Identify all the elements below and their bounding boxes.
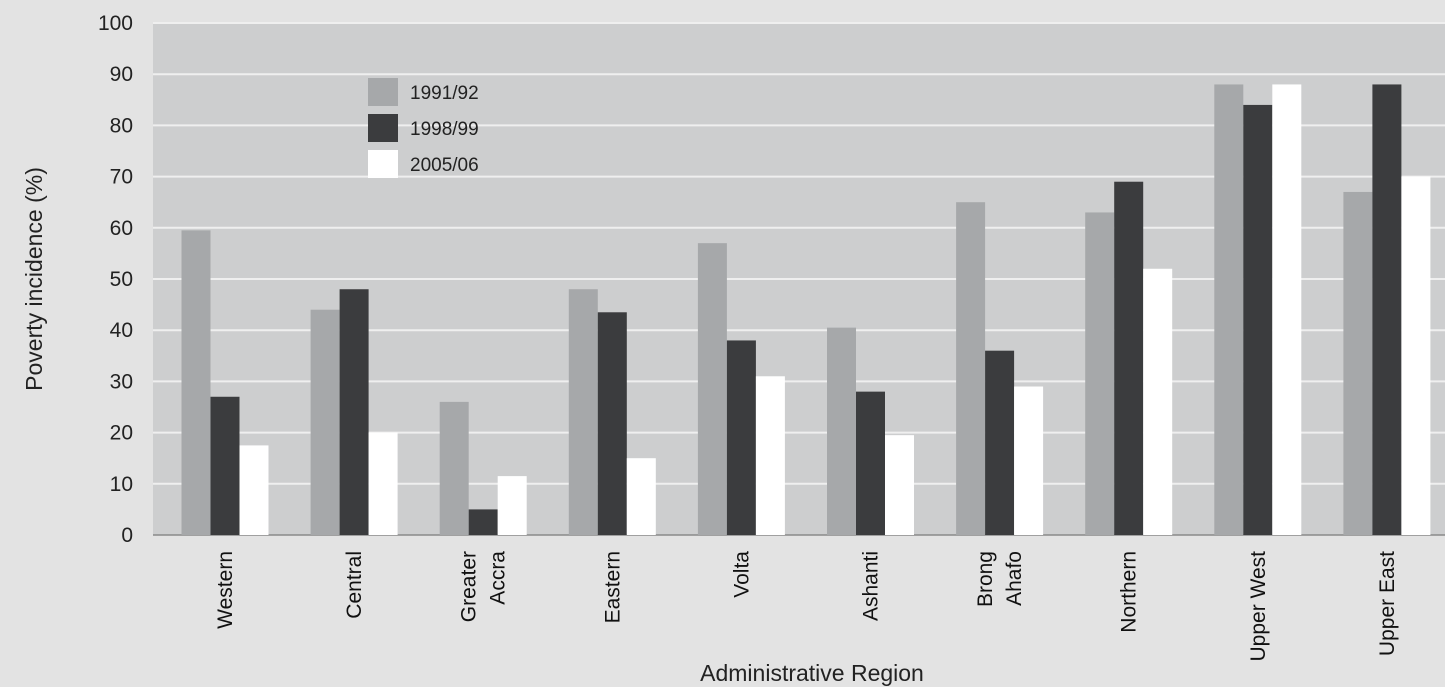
bar	[827, 327, 856, 535]
y-tick-label: 10	[110, 473, 133, 496]
bar	[626, 458, 656, 535]
bar	[181, 230, 211, 536]
bar	[726, 340, 756, 535]
bar	[368, 432, 398, 535]
category-label: Accra	[487, 551, 510, 605]
bar	[310, 309, 340, 535]
bar	[1214, 84, 1244, 535]
category-label: Ahafo	[1003, 551, 1026, 606]
legend-swatch	[368, 114, 398, 142]
y-tick-label: 90	[110, 63, 133, 86]
bar	[1085, 212, 1115, 535]
legend-label: 1998/99	[410, 119, 479, 140]
bar	[468, 509, 498, 535]
bar	[1114, 181, 1144, 535]
category-label: Brong	[974, 551, 997, 607]
bar	[497, 476, 527, 535]
y-tick-label: 20	[110, 422, 133, 445]
category-label: Greater	[458, 551, 481, 622]
bar	[697, 243, 727, 535]
bar	[1372, 84, 1402, 535]
x-axis-title: Administrative Region	[700, 660, 924, 686]
legend-swatch	[368, 78, 398, 106]
bar	[956, 202, 986, 535]
category-label: Western	[214, 551, 237, 629]
bars	[181, 84, 1431, 536]
bar	[856, 391, 885, 535]
category-label: Ashanti	[860, 551, 883, 621]
bar	[1143, 268, 1173, 535]
y-tick-label: 60	[110, 217, 133, 240]
y-axis-title: Poverty incidence (%)	[21, 167, 47, 391]
bar	[210, 396, 240, 535]
y-tick-label: 0	[121, 524, 133, 547]
bar	[1272, 84, 1302, 535]
legend: 1991/92 1998/99 2005/06	[368, 78, 479, 178]
y-tick-label: 40	[110, 319, 133, 342]
legend-label: 2005/06	[410, 155, 479, 176]
legend-swatch	[368, 150, 398, 178]
category-label: Volta	[730, 551, 753, 598]
bar	[239, 445, 269, 535]
bar	[597, 312, 627, 535]
category-label: Upper East	[1376, 551, 1399, 656]
y-tick-labels: 0 10 20 30 40 50 60 70 80 90 100	[98, 12, 133, 547]
y-tick-label: 50	[110, 268, 133, 291]
category-label: Central	[343, 551, 366, 619]
category-label: Upper West	[1247, 551, 1270, 662]
category-labels: Western Central Greater Accra Eastern Volta As…	[214, 551, 1399, 662]
bar	[1401, 176, 1431, 535]
y-tick-label: 80	[110, 114, 133, 137]
bar	[885, 435, 914, 535]
bar	[439, 401, 469, 535]
y-tick-label: 100	[98, 12, 133, 35]
category-label: Northern	[1118, 551, 1141, 633]
bar	[1014, 386, 1044, 535]
bar	[339, 289, 369, 535]
bar	[755, 376, 785, 535]
y-tick-label: 30	[110, 370, 133, 393]
category-label: Eastern	[601, 551, 624, 623]
bar	[568, 289, 598, 535]
bar	[1243, 104, 1273, 536]
bar	[1343, 191, 1373, 535]
legend-label: 1991/92	[410, 83, 479, 104]
bar	[985, 350, 1015, 535]
y-tick-label: 70	[110, 166, 133, 189]
